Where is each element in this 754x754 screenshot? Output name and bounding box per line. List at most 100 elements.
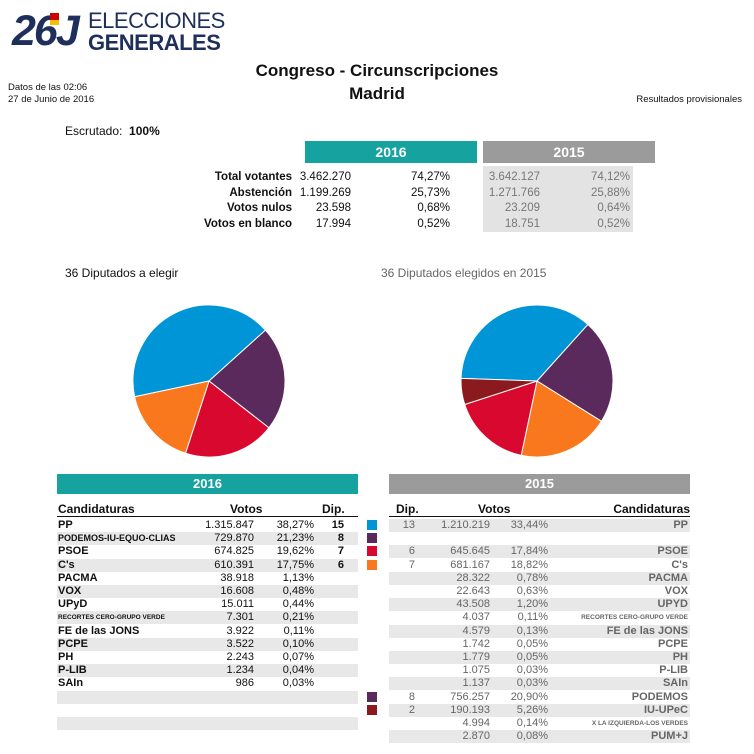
candidate-name-2016: PCPE [58,637,88,650]
summary-votes-2015: 23.209 [504,202,540,214]
candidate-pct-2016: 19,62% [276,545,314,558]
summary-label: Abstención [229,186,292,199]
row-stripe [57,717,358,730]
summary-label: Votos en blanco [204,217,292,230]
divider [389,516,690,517]
table-row: RECORTES CERO-GRUPO VERDE 7.301 0,21% 4.037… [0,611,754,625]
summary-row: Abstención 1.199.269 25,73% 1.271.766 25,88% [0,186,754,201]
candidate-votes-2015: 1.075 [462,664,490,677]
pie-title-2015: 36 Diputados elegidos en 2015 [381,266,547,280]
col-votos-2016: Votos [230,502,263,516]
candidate-name-2016: PODEMOS-IU-EQUO-CLIAS [58,533,176,544]
candidate-votes-2015: 2.870 [462,730,490,743]
table-row: PH 2.243 0,07% 1.779 0,05% PH [0,651,754,664]
candidate-votes-2016: 1.315.847 [205,519,254,531]
candidate-votes-2016: 729.870 [214,532,254,545]
candidate-name-2015: FE de las JONS [606,624,688,637]
candidate-name-2015: PUM+J [651,730,688,743]
candidate-votes-2015: 1.742 [462,637,490,650]
candidate-pct-2015: 0,03% [516,664,548,677]
candidate-name-2015: P-LIB [659,664,688,677]
row-stripe [57,637,358,651]
summary-pct-2015: 74,12% [590,171,630,183]
candidate-votes-2015: 4.994 [462,717,490,729]
summary-votes-2016: 17.994 [315,217,351,230]
candidate-name-2016: C's [58,558,75,571]
summary-header-2016: 2016 [305,141,477,163]
candidate-votes-2016: 7.301 [226,611,254,624]
candidate-seats-2015: 8 [408,690,415,703]
row-stripe [57,690,358,704]
row-stripe [57,532,358,546]
candidate-votes-2015: 22.643 [456,585,490,597]
table-row: 2 190.193 5,26% IU-UPeC [0,703,754,717]
candidate-pct-2016: 0,07% [282,651,314,663]
summary-pct-2016: 25,73% [410,186,450,199]
table-row: 2.870 0,08% PUM+J [0,730,754,744]
candidate-pct-2015: 0,14% [516,717,548,729]
candidate-seats-2015: 7 [408,558,415,571]
candidate-pct-2015: 5,26% [516,703,548,716]
col-dip-2015: Dip. [396,502,419,516]
page-title: Congreso - Circunscripciones [255,61,499,80]
row-stripe [57,558,358,572]
row-stripe [389,571,690,585]
candidate-seats-2015: 6 [408,545,415,558]
summary-pct-2015: 25,88% [590,186,630,199]
pie-slice [460,377,538,406]
pie-slice [134,380,210,454]
summary-2015-background [483,166,633,232]
col-candidaturas-2015: Candidaturas [613,502,690,516]
candidate-pct-2015: 0,05% [516,637,548,650]
candidate-seats-2015: 13 [402,519,415,531]
summary-votes-2016: 23.598 [315,202,351,214]
table-row: P-LIB 1.234 0,04% 1.075 0,03% P-LIB [0,664,754,678]
candidate-votes-2015: 681.167 [450,558,490,571]
summary-pct-2015: 0,52% [597,217,630,230]
results-header-2015: 2015 [389,474,690,494]
candidate-seats-2016: 8 [337,532,344,545]
table-row: 4.994 0,14% X LA IZQUIERDA-LOS VERDES [0,717,754,730]
candidate-name-2016: PACMA [58,571,98,584]
candidate-pct-2016: 0,03% [282,677,314,690]
pie-slice [132,304,267,398]
candidate-name-2015: PODEMOS [631,690,688,703]
candidate-name-2015: PH [672,651,688,663]
candidate-pct-2015: 0,78% [516,571,548,584]
summary-row: Votos nulos 23.598 0,68% 23.209 0,64% [0,201,754,216]
candidate-pct-2015: 0,11% [517,611,548,624]
candidate-pct-2016: 21,23% [276,532,314,545]
party-color-swatch [367,546,377,557]
summary-row: Votos en blanco 17.994 0,52% 18.751 0,52% [0,217,754,232]
candidate-votes-2015: 43.508 [456,598,490,611]
candidate-name-2016: VOX [58,585,82,597]
candidate-name-2016: FE de las JONS [58,624,140,637]
candidate-pct-2015: 20,90% [510,690,548,703]
candidate-name-2015: X LA IZQUIERDA-LOS VERDES [591,720,688,727]
candidate-pct-2015: 17,84% [510,545,548,558]
candidate-votes-2016: 674.825 [214,545,254,558]
candidate-pct-2016: 17,75% [276,558,314,571]
candidate-pct-2016: 1,13% [282,571,314,584]
candidate-votes-2015: 4.579 [462,624,490,637]
table-row: C's 610.391 17,75% 6 7 681.167 18,82% C's [0,558,754,572]
scrutiny-value: 100% [129,124,160,138]
candidate-votes-2015: 28.322 [456,571,490,584]
candidate-seats-2015: 2 [408,703,415,716]
summary-votes-2015: 18.751 [504,217,540,230]
row-stripe [389,545,690,559]
data-date: 27 de Junio de 2016 [8,94,95,105]
provisional-label: Resultados provisionales [636,94,742,105]
candidate-pct-2015: 0,13% [516,624,548,637]
party-color-swatch [367,533,377,544]
table-row: PODEMOS-IU-EQUO-CLIAS 729.870 21,23% 8 [0,532,754,546]
candidate-name-2016: UPyD [58,598,88,611]
candidate-name-2015: PSOE [657,545,688,558]
summary-row: Total votantes 3.462.270 74,27% 3.642.127 74… [0,170,754,185]
col-dip-2016: Dip. [322,502,345,516]
candidate-pct-2015: 1,20% [516,598,548,611]
scrutiny: Escrutado: 100% [65,124,160,138]
candidate-name-2015: RECORTES CERO-GRUPO VERDE [581,614,688,622]
candidate-votes-2015: 4.037 [462,611,490,624]
candidate-name-2015: C's [671,558,688,571]
